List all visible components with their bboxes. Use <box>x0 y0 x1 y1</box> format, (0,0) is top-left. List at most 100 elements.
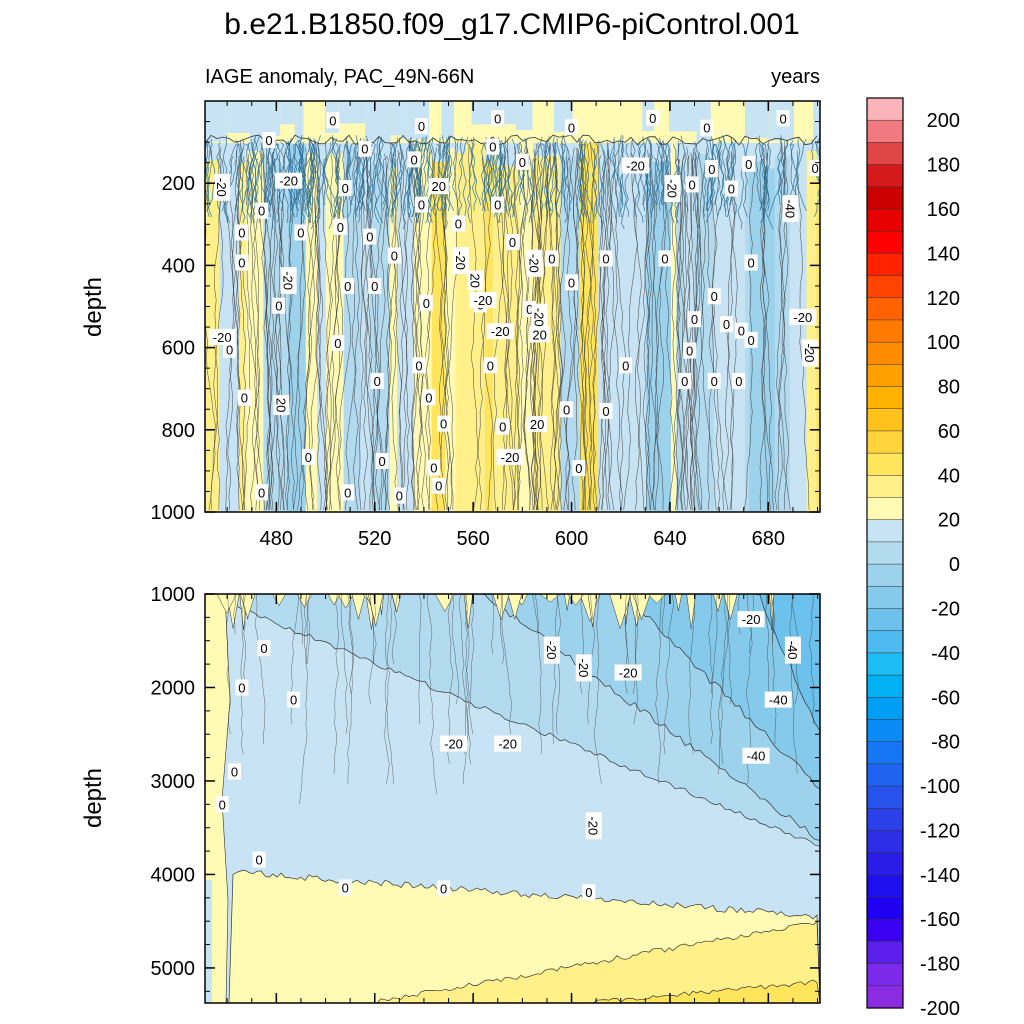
upper-contour-line <box>265 142 273 212</box>
contour-label: -20 <box>275 172 303 189</box>
contour-label-background <box>237 389 251 406</box>
contour-label-text: 0 <box>260 641 267 656</box>
contour-label-background <box>326 112 340 129</box>
contour-label: 0 <box>235 254 249 271</box>
colorbar-swatch <box>866 763 904 787</box>
colorbar-swatch <box>866 652 904 676</box>
contour-label-background <box>338 879 352 896</box>
upper-contour-line <box>273 154 282 511</box>
upper-contour-line <box>366 143 380 511</box>
upper-surface-band <box>515 101 533 131</box>
upper-contour-line <box>589 142 598 218</box>
upper-contour-line <box>644 140 653 511</box>
chart-subtitle-right: years <box>771 66 820 88</box>
lower-contour-line <box>771 594 775 635</box>
upper-contour-line <box>692 141 698 212</box>
upper-contour-line <box>452 137 459 218</box>
upper-contour-line <box>345 155 357 511</box>
contour-label-background <box>235 254 249 271</box>
lower-contour-line <box>372 594 376 665</box>
upper-contour-line <box>353 150 360 511</box>
upper-contour-line <box>468 144 479 511</box>
contour-label: 0 <box>338 879 352 896</box>
upper-contour-line <box>425 149 433 511</box>
y-tick-label: 4000 <box>151 864 196 886</box>
y-tick-label: 1000 <box>151 502 196 524</box>
contour-label: 0 <box>437 880 451 897</box>
upper-contour-line <box>759 141 769 511</box>
contour-label: -20 <box>543 636 560 664</box>
contour-label-text: 0 <box>703 121 710 136</box>
contour-label: 0 <box>415 196 428 213</box>
lower-contour-line <box>491 594 494 655</box>
upper-contour-line <box>541 144 551 212</box>
contour-label-background <box>543 636 560 664</box>
contour-label: 0 <box>437 415 451 432</box>
colorbar-swatch <box>866 608 904 632</box>
contour-label-text: 20 <box>431 179 445 194</box>
contour-label: 0 <box>742 155 756 172</box>
upper-contour-line <box>497 136 510 206</box>
contour-label-background <box>301 448 315 465</box>
contour-label-background <box>392 487 406 504</box>
upper-contour-line <box>650 158 659 511</box>
upper-contour-band <box>646 161 654 512</box>
contour-label: -20 <box>614 664 642 681</box>
contour-label: -20 <box>802 339 819 367</box>
contour-label-text: 0 <box>391 249 398 264</box>
lower-contour-line <box>464 594 471 765</box>
upper-contour-line <box>762 143 770 224</box>
contour-label-background <box>235 224 249 241</box>
upper-contour-line <box>397 149 409 511</box>
upper-contour-line <box>591 143 599 224</box>
contour-label-background <box>208 328 236 345</box>
upper-contour-line <box>683 147 692 511</box>
contour-label-text: 0 <box>366 230 373 245</box>
contour-label-background <box>646 109 660 126</box>
contour-label: 0 <box>375 453 389 469</box>
contour-label: 0 <box>407 151 421 168</box>
contour-label-text: 0 <box>238 256 245 271</box>
lower-contour-line <box>384 594 394 785</box>
upper-contour-band <box>455 153 466 512</box>
contour-label: 0 <box>262 132 276 148</box>
upper-contour-line <box>398 148 407 511</box>
contour-label-text: 0 <box>487 358 494 373</box>
upper-contour-line <box>461 136 469 218</box>
upper-contour-line <box>477 142 491 511</box>
lower-contour-band <box>674 594 682 612</box>
contour-label-background <box>664 175 681 202</box>
contour-label: -20 <box>280 267 297 295</box>
colorbar-label: -120 <box>920 820 960 842</box>
upper-contour-line <box>236 155 247 511</box>
contour-label-background <box>506 234 519 250</box>
upper-surface-band <box>250 101 267 144</box>
contour-label-background <box>451 215 465 232</box>
y-tick-label: 200 <box>162 173 195 195</box>
lower-contour-line <box>427 594 437 795</box>
upper-contour-line <box>277 152 287 511</box>
contour-label-text: 0 <box>371 279 378 294</box>
upper-contour-line <box>431 143 442 212</box>
colorbar-swatch <box>866 253 904 277</box>
contour-label: 0 <box>257 640 271 657</box>
upper-contour-line <box>241 142 255 224</box>
lower-contour-band <box>216 594 237 614</box>
contour-label-background <box>483 357 497 374</box>
contour-label-text: 0 <box>708 162 715 177</box>
contour-label-text: -20 <box>453 251 468 270</box>
lower-contour-line <box>552 594 558 745</box>
upper-contour-line <box>706 158 714 511</box>
contour-label-background <box>531 303 548 331</box>
contour-label-background <box>255 484 269 501</box>
contour-label-text: 0 <box>494 111 501 126</box>
lower-contour-line <box>451 594 459 705</box>
contour-label-background <box>273 395 290 416</box>
lower-contour-line <box>655 594 663 785</box>
lower-contour-labels: 0 0 0 0 0 0 -20 -20 -20 -20 -20 -20 -20 -40 -40 -40 0 0 0 <box>215 611 801 901</box>
contour-label-text: 0 <box>297 226 304 241</box>
upper-contour-line <box>533 142 544 218</box>
contour-label: 0 <box>506 234 519 250</box>
contour-label-background <box>415 118 428 135</box>
upper-contour-line <box>575 139 585 224</box>
